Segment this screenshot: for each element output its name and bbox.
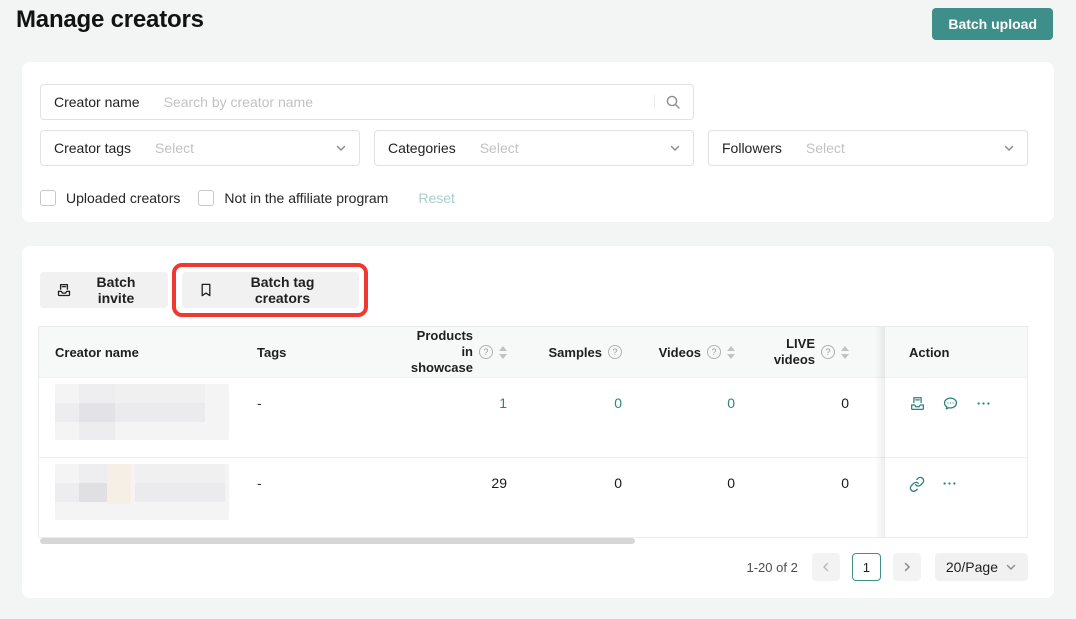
search-icon[interactable] [665,94,681,110]
page-number-button[interactable]: 1 [851,553,881,581]
categories-select[interactable]: Categories Select [374,130,694,166]
page-size-value: 20/Page [945,559,998,575]
redacted-creator-name [55,464,229,520]
help-icon[interactable]: ? [608,345,622,359]
creator-name-cell [39,458,239,537]
table-row: - 29 0 0 0 [39,457,1027,537]
chevron-down-icon [1005,561,1017,573]
batch-tag-creators-label: Batch tag creators [250,274,315,306]
table-row: - 1 0 0 0 [39,377,1027,457]
creator-tags-select[interactable]: Creator tags Select [40,130,360,166]
column-header-creator-name: Creator name [55,344,139,360]
column-header-action: Action [909,344,950,360]
next-page-button[interactable] [892,553,921,581]
sort-icon[interactable] [727,345,735,359]
column-header-videos[interactable]: Videos ? [632,345,745,360]
link-icon[interactable] [909,475,925,492]
chevron-down-icon [1003,142,1015,154]
help-icon[interactable]: ? [479,345,493,359]
followers-label: Followers [722,140,782,156]
videos-value: 0 [727,475,735,491]
filter-checkbox-row: Uploaded creators Not in the affiliate p… [40,189,455,207]
chevron-left-icon [820,561,832,573]
row-actions [909,475,958,492]
page-title: Manage creators [16,6,204,33]
creators-table-panel: Batch invite Batch tag creators Creator … [22,246,1054,598]
batch-tag-creators-button[interactable]: Batch tag creators [182,272,359,308]
batch-invite-button[interactable]: Batch invite [40,272,168,308]
uploaded-creators-label: Uploaded creators [66,190,181,206]
sort-icon[interactable] [841,345,849,359]
help-icon[interactable]: ? [821,345,835,359]
not-in-affiliate-label: Not in the affiliate program [224,190,389,206]
samples-link[interactable]: 0 [614,395,622,411]
pagination-range-text: 1-20 of 2 [746,559,798,575]
prev-page-button[interactable] [811,553,840,581]
samples-value: 0 [614,475,622,491]
table-header-row: Creator name Tags Products in showcase ?… [39,327,1027,377]
tags-cell: - [257,395,262,411]
creator-name-label: Creator name [54,94,140,110]
page-size-select[interactable]: 20/Page [934,553,1028,581]
reset-button[interactable]: Reset [418,190,455,206]
column-header-live-videos[interactable]: LIVE videos ? [745,336,859,369]
chat-icon[interactable] [942,395,959,412]
uploaded-creators-checkbox[interactable] [40,190,56,206]
followers-select[interactable]: Followers Select [708,130,1028,166]
help-icon[interactable]: ? [707,345,721,359]
horizontal-scrollbar[interactable] [40,538,635,544]
chevron-right-icon [901,561,913,573]
live-videos-value: 0 [841,395,849,411]
not-in-affiliate-checkbox[interactable] [198,190,215,206]
column-header-samples[interactable]: Samples ? [519,345,632,360]
creator-name-search-group[interactable]: Creator name [40,84,694,120]
invite-icon[interactable] [909,395,926,412]
redacted-creator-name [55,384,229,440]
pagination: 1-20 of 2 1 20/Page [746,553,1028,581]
batch-invite-label: Batch invite [96,274,136,306]
column-header-products-in-showcase[interactable]: Products in showcase ? [357,328,519,377]
tags-cell: - [257,475,262,491]
chevron-down-icon [335,142,347,154]
creator-tags-label: Creator tags [54,140,132,156]
categories-value: Select [479,140,519,156]
more-icon[interactable] [941,475,958,492]
live-videos-value: 0 [841,475,849,491]
invite-icon [56,282,72,298]
bookmark-icon [198,282,214,298]
sort-icon[interactable] [499,345,507,359]
creator-tags-value: Select [155,140,194,156]
batch-upload-button[interactable]: Batch upload [932,8,1053,40]
products-in-showcase-value: 29 [491,475,507,491]
followers-value: Select [805,140,845,156]
creator-name-cell [39,378,239,457]
row-actions [909,395,992,412]
more-icon[interactable] [975,395,992,412]
categories-label: Categories [388,140,456,156]
creator-name-search-input[interactable] [163,94,654,110]
products-in-showcase-link[interactable]: 1 [499,395,507,411]
creators-table: Creator name Tags Products in showcase ?… [38,326,1028,538]
filters-panel: Creator name Creator tags Select Categor… [22,62,1054,222]
chevron-down-icon [669,142,681,154]
input-divider [654,95,655,109]
videos-link[interactable]: 0 [727,395,735,411]
column-header-tags: Tags [257,344,287,360]
